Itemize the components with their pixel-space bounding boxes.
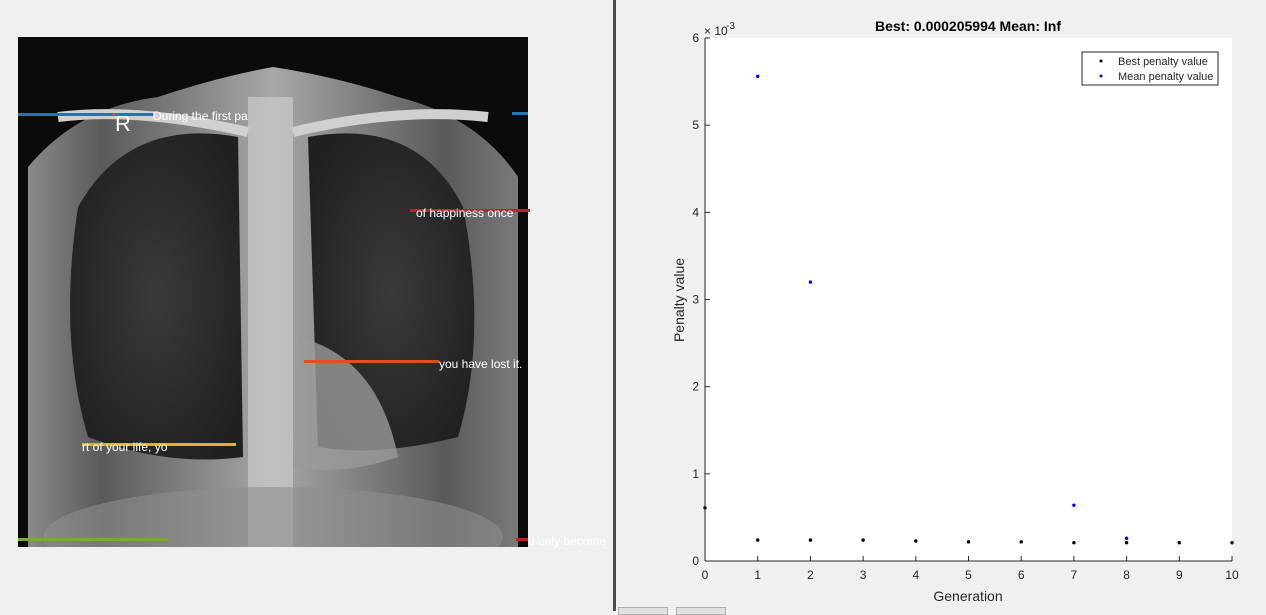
x-axis-label: Generation <box>933 588 1002 604</box>
best-penalty-point <box>861 538 865 542</box>
legend-marker-mean <box>1099 74 1103 78</box>
legend-label-best: Best penalty value <box>1118 56 1208 68</box>
y-exponent-base: × 10 <box>704 24 728 38</box>
bottom-tab-1[interactable] <box>618 607 668 615</box>
image-figure-pane: R During the first pa of happiness once … <box>0 0 613 611</box>
x-tick-label: 7 <box>1071 568 1078 582</box>
best-penalty-point <box>1177 540 1181 545</box>
y-tick-label: 2 <box>692 380 699 394</box>
mean-penalty-point <box>1072 503 1076 507</box>
side-marker-r: R <box>115 111 131 136</box>
legend-box: Best penalty value Mean penalty value <box>1081 51 1219 86</box>
mean-penalty-point <box>808 280 813 284</box>
best-penalty-point <box>1072 540 1076 545</box>
best-penalty-point <box>914 539 918 543</box>
overlay-line-green <box>18 538 168 541</box>
y-tick-label: 0 <box>692 554 699 568</box>
plot-figure-pane: Best: 0.000205994 Mean: Inf Generation P… <box>616 0 1266 611</box>
y-tick-label: 4 <box>692 205 699 219</box>
legend-label-mean: Mean penalty value <box>1118 71 1213 83</box>
overlay-line-orange <box>304 360 439 363</box>
legend-marker-best <box>1099 59 1103 63</box>
y-tick-label: 6 <box>692 31 699 45</box>
y-exponent-power: -3 <box>726 21 735 32</box>
best-penalty-point <box>808 538 813 542</box>
overlay-line-blue <box>18 113 153 116</box>
x-tick-label: 0 <box>702 568 709 582</box>
x-tick-label: 1 <box>754 568 761 582</box>
best-penalty-point <box>966 540 971 544</box>
x-tick-label: 2 <box>807 568 814 582</box>
x-tick-label: 5 <box>965 568 972 582</box>
overlay-line-red-right <box>516 538 528 541</box>
plot-axes-background <box>705 38 1232 561</box>
overlay-text-2: of happiness once <box>416 206 514 220</box>
mean-penalty-point <box>756 74 760 79</box>
best-penalty-point <box>703 506 707 510</box>
overlay-text-1: During the first pa <box>153 109 248 123</box>
y-tick-label: 3 <box>692 293 699 307</box>
overlay-line-blue-right <box>512 112 528 115</box>
x-tick-label: 6 <box>1018 568 1025 582</box>
chest-xray-image: R <box>18 37 528 547</box>
y-tick-label: 1 <box>692 467 699 481</box>
overlay-line-red <box>410 209 530 212</box>
overlay-text-5: u only become <box>528 534 607 548</box>
x-tick-label: 10 <box>1225 568 1239 582</box>
data-points <box>703 74 1234 545</box>
pane-divider[interactable] <box>613 0 616 611</box>
x-tick-label: 4 <box>912 568 919 582</box>
overlay-text-4: rt of your life, yo <box>82 440 168 454</box>
penalty-plot: Best: 0.000205994 Mean: Inf Generation P… <box>671 18 1239 604</box>
xray-rendering <box>18 37 528 547</box>
overlay-line-yellow <box>82 443 236 446</box>
x-tick-label: 3 <box>860 568 867 582</box>
best-penalty-point <box>756 538 760 542</box>
plot-title: Best: 0.000205994 Mean: Inf <box>875 18 1061 34</box>
x-tick-label: 8 <box>1123 568 1130 582</box>
best-penalty-point <box>1124 540 1129 545</box>
y-axis-label: Penalty value <box>671 258 687 342</box>
axis-ticks: 0 1 2 3 4 5 6 7 8 9 10 0 1 2 3 4 5 6 <box>692 31 1239 582</box>
y-tick-label: 5 <box>692 118 699 132</box>
best-penalty-point <box>1019 540 1023 544</box>
x-tick-label: 9 <box>1176 568 1183 582</box>
mean-penalty-point <box>1124 536 1129 541</box>
overlay-text-3: you have lost it. <box>439 357 523 371</box>
best-penalty-point <box>1230 540 1234 545</box>
bottom-tab-2[interactable] <box>676 607 726 615</box>
